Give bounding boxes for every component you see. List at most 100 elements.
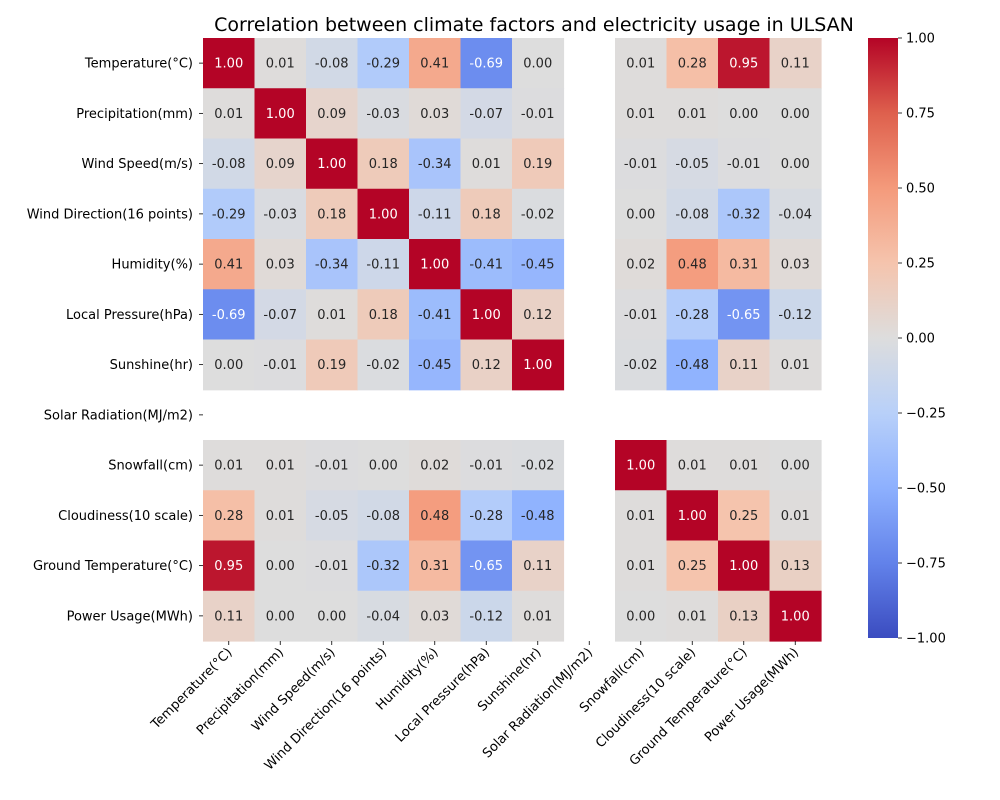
cell-value-label: -0.29 <box>366 57 400 72</box>
heatmap-cell <box>254 188 307 240</box>
cell-value-label: 1.00 <box>472 308 501 323</box>
cell-value-label: 0.01 <box>626 57 655 72</box>
cell-value-label: -0.48 <box>521 509 555 524</box>
colorbar-tick-label: −0.75 <box>906 557 946 572</box>
cell-value-label: 0.00 <box>781 157 810 172</box>
cell-value-label: -0.41 <box>469 258 503 273</box>
y-axis-labels: Temperature(°C) Precipitation(mm) Wind Spe… <box>27 57 203 624</box>
cell-value-label: -0.02 <box>521 207 555 222</box>
heatmap-cell <box>254 440 307 491</box>
heatmap-cell <box>718 138 771 190</box>
cell-value-label: 0.01 <box>317 308 346 323</box>
x-tick-label: Power Usage(MWh) <box>702 645 802 745</box>
cell-value-label: 0.01 <box>678 609 707 624</box>
colorbar-tick-label: −0.50 <box>906 482 946 497</box>
cell-value-label: 0.95 <box>214 559 243 574</box>
heatmap-cell <box>357 289 410 341</box>
cell-value-label: -0.04 <box>366 609 400 624</box>
heatmap-cell <box>357 188 410 240</box>
heatmap-cell <box>254 88 307 140</box>
heatmap-cell <box>615 38 668 89</box>
cell-value-label: 0.01 <box>214 107 243 122</box>
cell-value-label: 0.48 <box>678 258 707 273</box>
heatmap-cell <box>769 188 822 240</box>
cell-value-label: 0.11 <box>214 609 243 624</box>
cell-value-label: -0.07 <box>263 308 297 323</box>
heatmap-cell <box>718 289 771 341</box>
heatmap-cell <box>409 239 462 290</box>
heatmap-cell <box>512 88 565 140</box>
colorbar-tick-label: −1.00 <box>906 632 946 647</box>
cell-value-label: 0.00 <box>317 609 346 624</box>
heatmap-cell <box>460 339 513 391</box>
heatmap-cell <box>615 88 668 140</box>
heatmap-cell <box>666 339 719 391</box>
cell-value-label: 0.31 <box>420 559 449 574</box>
heatmap-cell <box>254 138 307 190</box>
heatmap-cell <box>203 490 256 542</box>
y-tick-label: Power Usage(MWh) <box>67 609 193 624</box>
cell-value-label: 0.00 <box>626 609 655 624</box>
heatmap-cell <box>203 339 256 391</box>
cell-value-label: 0.48 <box>420 509 449 524</box>
heatmap-cell <box>460 188 513 240</box>
cell-value-label: 0.18 <box>369 157 398 172</box>
colorbar-tick-label: 0.00 <box>906 332 935 347</box>
cell-value-label: -0.05 <box>315 509 349 524</box>
cell-value-label: 0.03 <box>420 609 449 624</box>
heatmap-cell <box>254 490 307 542</box>
cell-value-label: -0.02 <box>366 358 400 373</box>
heatmap-cell <box>615 339 668 391</box>
heatmap-cell <box>254 590 307 642</box>
y-tick-label: Solar Radiation(MJ/m2) <box>44 408 193 423</box>
heatmap-cell <box>460 138 513 190</box>
cell-value-label: -0.65 <box>469 559 503 574</box>
cell-value-label: 0.00 <box>214 358 243 373</box>
heatmap-cell <box>769 239 822 290</box>
heatmap-cell <box>718 38 771 89</box>
cell-value-label: 0.00 <box>369 459 398 474</box>
heatmap-cell <box>306 540 359 592</box>
cell-value-label: -0.02 <box>521 459 555 474</box>
cell-value-label: -0.12 <box>469 609 503 624</box>
cell-value-label: 0.41 <box>420 57 449 72</box>
heatmap-cell <box>409 188 462 240</box>
heatmap-cell <box>203 590 256 642</box>
heatmap-cell <box>512 440 565 491</box>
heatmap-cell <box>254 339 307 391</box>
heatmap-cell <box>409 540 462 592</box>
cell-value-label: -0.01 <box>315 559 349 574</box>
heatmap-cell <box>615 440 668 491</box>
heatmap-cell <box>306 188 359 240</box>
cell-value-label: 0.01 <box>678 107 707 122</box>
cell-value-label: 0.01 <box>266 509 295 524</box>
heatmap-cell <box>203 289 256 341</box>
heatmap-cell <box>769 38 822 89</box>
heatmap-cell <box>409 88 462 140</box>
cell-value-label: -0.08 <box>212 157 246 172</box>
cell-value-label: 0.00 <box>781 107 810 122</box>
x-tick-label: Cloudiness(10 scale) <box>593 645 699 751</box>
heatmap-cell <box>460 88 513 140</box>
cell-value-label: 1.00 <box>266 107 295 122</box>
heatmap-cell <box>306 440 359 491</box>
heatmap-cell <box>460 490 513 542</box>
heatmap-cell <box>460 540 513 592</box>
cell-value-label: -0.32 <box>366 559 400 574</box>
heatmap-cell <box>409 590 462 642</box>
cell-value-label: -0.48 <box>675 358 709 373</box>
heatmap-cell <box>409 440 462 491</box>
heatmap-cell <box>769 339 822 391</box>
heatmap-cell <box>666 440 719 491</box>
heatmap-cell <box>409 289 462 341</box>
heatmap-cell <box>718 490 771 542</box>
cell-value-label: 0.28 <box>214 509 243 524</box>
cell-value-label: -0.04 <box>778 207 812 222</box>
cell-value-label: -0.65 <box>727 308 761 323</box>
cell-value-label: 1.00 <box>317 157 346 172</box>
cell-value-label: 0.11 <box>523 559 552 574</box>
heatmap-cell <box>718 88 771 140</box>
heatmap-cell <box>512 289 565 341</box>
cell-value-label: 1.00 <box>678 509 707 524</box>
heatmap-cell <box>203 239 256 290</box>
